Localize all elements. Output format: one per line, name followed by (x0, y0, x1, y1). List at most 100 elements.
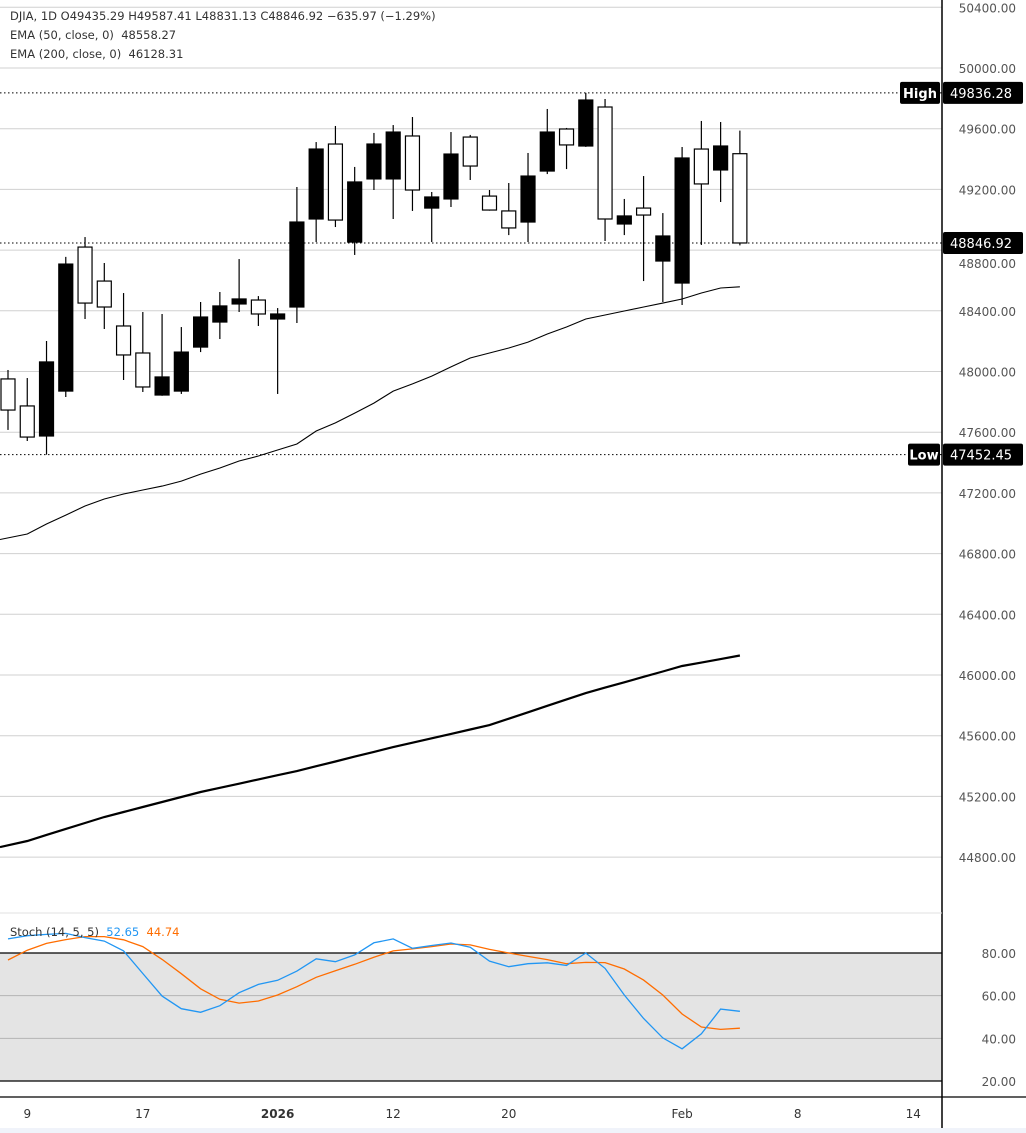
candle-up[interactable] (424, 196, 440, 209)
candle-up[interactable] (616, 215, 632, 225)
symbol-legend[interactable]: DJIA, 1D O49435.29 H49587.41 L48831.13 C… (10, 9, 436, 23)
candle-up[interactable] (385, 131, 401, 180)
candles (0, 92, 748, 455)
candle-up[interactable] (58, 263, 74, 392)
candle-up[interactable] (289, 221, 305, 308)
ema200-label: EMA (200, close, 0) (10, 47, 122, 61)
stoch-tick-label: 40.00 (982, 1032, 1016, 1046)
candle-up[interactable] (713, 145, 729, 171)
price-tick-label: 47200.00 (959, 487, 1016, 501)
candle-down[interactable] (19, 405, 35, 438)
price-tick-label: 46000.00 (959, 669, 1016, 683)
stoch-tick-label: 80.00 (982, 947, 1016, 961)
time-tick-label: 12 (386, 1107, 401, 1121)
candle-up[interactable] (193, 316, 209, 348)
candle-up[interactable] (539, 131, 555, 172)
candle-down[interactable] (597, 106, 613, 220)
stoch-band-fill (0, 953, 942, 1081)
high-price-box (943, 81, 1023, 104)
stoch-label: Stoch (14, 5, 5) (10, 925, 99, 939)
stoch-band (0, 952, 942, 1082)
candle-up[interactable] (154, 376, 170, 396)
stoch-k-value: 52.65 (106, 925, 140, 939)
candle-down[interactable] (135, 352, 151, 388)
price-tick-label: 48400.00 (959, 305, 1016, 319)
time-tick-label: 20 (501, 1107, 516, 1121)
last-price-price-box (943, 231, 1023, 254)
stoch-k-line (7, 932, 740, 1050)
candle-up[interactable] (347, 181, 363, 243)
candle-down[interactable] (558, 128, 575, 146)
candle-up[interactable] (655, 235, 671, 262)
ema200-line (0, 654, 741, 849)
price-tick-label: 48000.00 (959, 366, 1016, 380)
time-tick-label: 9 (23, 1107, 31, 1121)
candle-up[interactable] (308, 148, 324, 220)
price-tick-label: 49200.00 (959, 183, 1016, 197)
stoch-d-value: 44.74 (146, 925, 180, 939)
time-tick-label: 8 (794, 1107, 802, 1121)
bottom-border (0, 1128, 1026, 1133)
ema50-legend[interactable]: EMA (50, close, 0) 48558.27 (10, 28, 176, 42)
ema200-legend[interactable]: EMA (200, close, 0) 46128.31 (10, 47, 183, 61)
price-tick-label: 50000.00 (959, 62, 1016, 76)
stoch-tick-label: 20.00 (982, 1075, 1016, 1089)
ema50-line (0, 286, 740, 541)
ema50-value: 48558.27 (121, 28, 177, 42)
candle-up[interactable] (366, 143, 382, 180)
ohlc-text: DJIA, 1D O49435.29 H49587.41 L48831.13 C… (10, 9, 436, 23)
time-tick-label: 2026 (261, 1107, 294, 1121)
grid (0, 6, 942, 858)
ema200-series (0, 654, 741, 849)
candle-down[interactable] (635, 207, 652, 216)
ema50-series (0, 286, 740, 541)
stoch-legend[interactable]: Stoch (14, 5, 5) 52.65 44.74 (10, 925, 179, 939)
candle-down[interactable] (115, 325, 132, 356)
candle-up[interactable] (38, 361, 55, 437)
ema50-label: EMA (50, close, 0) (10, 28, 114, 42)
price-tick-label: 47600.00 (959, 426, 1016, 440)
last-price-price: 48846.92 (950, 237, 1012, 252)
candle-down[interactable] (327, 143, 344, 221)
price-tick-label: 45600.00 (959, 730, 1016, 744)
high-price: 49836.28 (950, 87, 1012, 102)
candle-down[interactable] (404, 135, 421, 191)
price-tick-label: 45200.00 (959, 790, 1016, 804)
ema200-value: 46128.31 (128, 47, 184, 61)
time-tick-label: Feb (671, 1107, 692, 1121)
price-tick-label: 44800.00 (959, 851, 1016, 865)
candle-down[interactable] (732, 153, 748, 244)
candle-down[interactable] (250, 299, 266, 315)
candle-up[interactable] (674, 157, 690, 284)
candle-down[interactable] (501, 210, 517, 229)
stoch-d-line (7, 935, 740, 1031)
low-price-box (943, 443, 1023, 466)
time-tick-label: 14 (906, 1107, 921, 1121)
candle-down[interactable] (462, 136, 478, 167)
candle-up[interactable] (578, 99, 594, 147)
high-label-box (900, 81, 940, 104)
high-label: High (903, 87, 937, 102)
low-label-box (908, 443, 940, 466)
candle-up[interactable] (520, 175, 536, 223)
candle-down[interactable] (693, 148, 709, 185)
candle-up[interactable] (212, 305, 228, 323)
candle-down[interactable] (481, 195, 498, 211)
candle-down[interactable] (0, 378, 16, 411)
time-tick-label: 17 (135, 1107, 150, 1121)
price-tick-label: 46800.00 (959, 548, 1016, 562)
stoch-series (7, 932, 740, 1050)
price-tick-label: 50400.00 (959, 1, 1016, 15)
candle-up[interactable] (443, 153, 459, 200)
candle-down[interactable] (77, 246, 93, 304)
stoch-tick-label: 60.00 (982, 990, 1016, 1004)
candle-down[interactable] (96, 280, 112, 308)
low-price: 47452.45 (950, 449, 1012, 464)
candle-up[interactable] (231, 298, 247, 305)
price-tick-label: 48800.00 (959, 257, 1016, 271)
candle-up[interactable] (270, 313, 286, 320)
price-tick-label: 49600.00 (959, 123, 1016, 137)
candle-up[interactable] (173, 351, 189, 392)
